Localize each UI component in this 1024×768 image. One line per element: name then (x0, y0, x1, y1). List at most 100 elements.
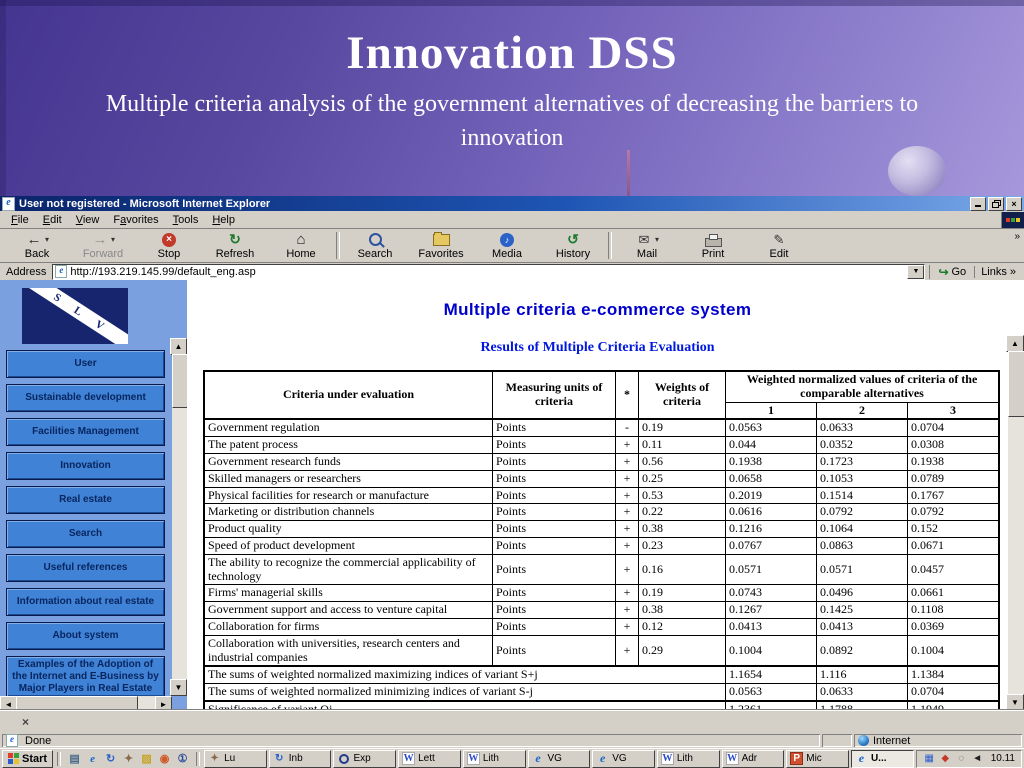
minimize-button[interactable] (970, 196, 986, 211)
taskbar-task-lu[interactable]: ✦ Lu (204, 749, 267, 768)
sidebar-item-innovation[interactable]: Innovation (6, 452, 165, 480)
value-cell: 0.0743 (725, 584, 817, 603)
clock-app-icon[interactable]: ① (177, 753, 188, 765)
logo-stripe: S L V (22, 288, 128, 344)
volume-icon[interactable]: ◄ (972, 753, 983, 764)
favorites-button[interactable]: Favorites (408, 229, 474, 262)
word-icon: W (466, 752, 480, 765)
start-button[interactable]: Start (2, 749, 54, 768)
dropdown-arrow-icon[interactable]: ▾ (654, 235, 659, 244)
sidebar-item-examples-of-the-adoption-of-the-internet-a[interactable]: Examples of the Adoption of the Internet… (6, 656, 165, 698)
sidebar-item-about-system[interactable]: About system (6, 622, 165, 650)
criteria-cell: Collaboration for firms (203, 617, 493, 636)
menu-tools[interactable]: Tools (172, 213, 199, 226)
table-row: The ability to recognize the commercial … (203, 553, 1000, 586)
summary-label-cell: The sums of weighted normalized maximizi… (203, 665, 726, 685)
taskbar-task-exp[interactable]: Exp (333, 749, 397, 768)
close-button[interactable]: × (1006, 196, 1022, 211)
scroll-down-icon[interactable]: ▼ (1006, 694, 1024, 711)
main-vertical-scrollbar[interactable]: ▲ ▼ (1006, 335, 1024, 711)
go-button[interactable]: ↪ Go (929, 264, 974, 279)
value-cell: 0.044 (725, 436, 817, 454)
sidebar-item-facilities-management[interactable]: Facilities Management (6, 418, 165, 446)
col-header-criteria: Criteria under evaluation (203, 370, 493, 420)
history-icon: ↺ (567, 231, 579, 247)
refresh-button[interactable]: ↻ Refresh (202, 229, 268, 262)
scroll-up-icon[interactable]: ▲ (1006, 335, 1024, 352)
table-row: Government research funds Points +0.56 0.19… (203, 452, 1000, 471)
summary-row: The sums of weighted normalized maximizi… (203, 665, 1000, 685)
forward-button[interactable]: → ▾ Forward (70, 229, 136, 262)
address-input[interactable]: e http://193.219.145.99/default_eng.asp … (52, 263, 926, 280)
network-icon[interactable]: ◆ (941, 753, 950, 764)
taskbar-task-lith[interactable]: W Lith (656, 749, 720, 768)
media-button[interactable]: ♪ Media (474, 229, 540, 262)
taskbar-task-vg[interactable]: e VG (527, 749, 591, 768)
taskbar-task-vg[interactable]: e VG (592, 749, 655, 768)
frame-close-icon[interactable]: × (22, 715, 30, 729)
stop-button[interactable]: × Stop (136, 229, 202, 262)
value-cell: 0.0571 (816, 553, 908, 586)
edit-button[interactable]: ✎ Edit (746, 229, 812, 262)
scroll-up-icon[interactable]: ▲ (170, 338, 187, 355)
history-button[interactable]: ↺ History (540, 229, 606, 262)
weight-cell: 0.12 (638, 617, 726, 636)
dropdown-arrow-icon[interactable]: ▾ (44, 235, 49, 244)
sign-cell: + (615, 536, 639, 555)
table-row: Government regulation Points -0.19 0.0563 0.… (203, 418, 1000, 438)
menu-file[interactable]: File (11, 213, 29, 226)
sign-cell: - (615, 418, 639, 438)
menu-view[interactable]: View (75, 213, 100, 226)
dialer-icon[interactable]: ◌ (958, 753, 965, 764)
taskbar-task-lith[interactable]: W Lith (462, 749, 526, 768)
show-desktop-icon[interactable]: ▤ (69, 753, 80, 765)
internet-explorer-icon[interactable]: e (90, 752, 95, 765)
taskbar-task-inb[interactable]: ↻ Inb (268, 749, 332, 768)
sidebar-item-user[interactable]: User (6, 350, 165, 378)
sidebar-item-sustainable-development[interactable]: Sustainable development (6, 384, 165, 412)
search-button[interactable]: Search (342, 229, 408, 262)
mail-button[interactable]: ✉ ▾ Mail (614, 229, 680, 262)
menu-favorites[interactable]: Favorites (113, 213, 159, 226)
unit-cell: Points (492, 584, 616, 603)
scroll-down-icon[interactable]: ▼ (170, 679, 187, 696)
sidebar-item-information-about-real-estate[interactable]: Information about real estate (6, 588, 165, 616)
taskbar-task-mic[interactable]: P Mic (786, 749, 849, 768)
address-dropdown-icon[interactable]: ▼ (907, 264, 925, 279)
unit-cell: Points (492, 486, 616, 505)
display-icon[interactable]: ▦ (924, 753, 934, 764)
taskbar-task-lett[interactable]: W Lett (398, 749, 461, 768)
taskbar-task-u[interactable]: e U... (850, 749, 914, 768)
status-pane (822, 734, 852, 747)
value-cell: 0.0671 (907, 536, 1000, 555)
sidebar-vertical-scrollbar[interactable]: ▲ ▼ (170, 338, 189, 696)
ie-icon: e (535, 751, 541, 765)
back-button[interactable]: ← ▾ Back (4, 229, 70, 262)
dropdown-arrow-icon[interactable]: ▾ (110, 235, 115, 244)
toolbar: ← ▾ Back → ▾ Forward × Stop ↻ Refresh ⌂ Home Search F… (0, 229, 1024, 263)
table-row: Collaboration for firms Points +0.12 0.0413… (203, 617, 1000, 636)
links-button[interactable]: Links » (974, 265, 1022, 278)
scrollbar-thumb[interactable] (1008, 351, 1024, 417)
outlook-express-icon[interactable]: ↻ (105, 753, 116, 765)
task-label: VG (547, 753, 562, 764)
menu-edit[interactable]: Edit (42, 213, 62, 226)
sidebar-horizontal-scrollbar[interactable]: ◄ ► (0, 696, 172, 713)
sidebar-item-useful-references[interactable]: Useful references (6, 554, 165, 582)
sidebar-item-real-estate[interactable]: Real estate (6, 486, 165, 514)
sidebar-item-search[interactable]: Search (6, 520, 165, 548)
criteria-cell: Physical facilities for research or manu… (203, 486, 493, 505)
notes-icon[interactable]: ▨ (141, 753, 152, 765)
home-button[interactable]: ⌂ Home (268, 229, 334, 262)
restore-icon (991, 199, 1001, 208)
toolbar-overflow-chevron[interactable]: » (1014, 231, 1020, 242)
menu-help[interactable]: Help (212, 213, 235, 226)
media-player-icon[interactable]: ◉ (159, 753, 170, 765)
hand-app-icon[interactable]: ✦ (123, 753, 134, 765)
taskbar-task-adr[interactable]: W Adr (721, 749, 785, 768)
slide-title: Innovation DSS (346, 27, 678, 79)
word-icon: W (402, 752, 416, 765)
unit-cell: Points (492, 634, 616, 667)
print-button[interactable]: Print (680, 229, 746, 262)
restore-button[interactable] (988, 196, 1004, 211)
